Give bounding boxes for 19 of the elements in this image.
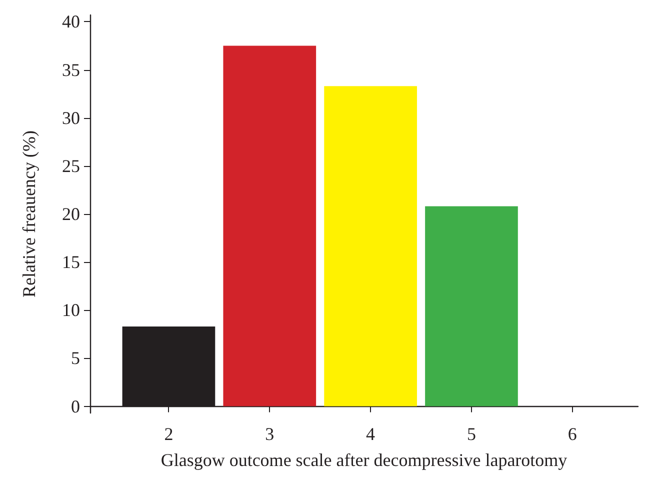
y-tick-label: 0 <box>71 396 80 416</box>
x-tick-label: 4 <box>366 424 376 444</box>
y-tick-label: 40 <box>62 12 80 32</box>
x-tick-label: 3 <box>265 424 274 444</box>
y-tick-label: 5 <box>71 348 80 368</box>
bar <box>223 46 316 406</box>
y-tick-label: 30 <box>62 108 80 128</box>
y-tick-label: 25 <box>62 156 80 176</box>
y-tick-label: 20 <box>62 204 80 224</box>
y-tick-label: 15 <box>62 252 80 272</box>
y-tick-label: 10 <box>62 300 80 320</box>
x-tick-label: 5 <box>466 424 476 444</box>
x-axis-title: Glasgow outcome scale after decompressive laparotomy <box>160 450 568 470</box>
bar <box>425 206 518 406</box>
x-tick-label: 6 <box>568 424 577 444</box>
x-tick-label: 2 <box>164 424 174 444</box>
y-tick-label: 35 <box>62 60 80 80</box>
y-axis-title: Relative freauency (%) <box>19 130 39 298</box>
bar <box>324 86 417 406</box>
